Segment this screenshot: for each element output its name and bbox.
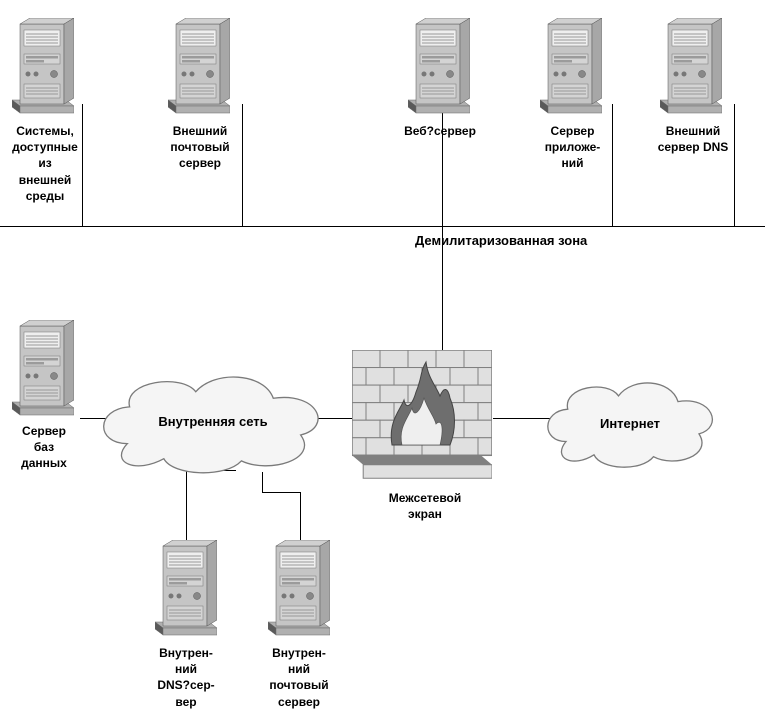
label-s2: Внешнийпочтовыйсервер [155,123,245,172]
label-s1: Системы,доступныеизвнешнейсреды [5,123,85,204]
label-s5: Внешнийсервер DNS [648,123,738,155]
label-s7: Внутрен-нийDNS?сер-вер [145,645,227,710]
label-dmz: Демилитаризованная зона [415,232,675,250]
diagram-canvas: Системы,доступныеизвнешнейсреды Внешнийп… [0,0,765,718]
label-innernet: Внутренняя сеть [143,413,283,431]
server-db [12,320,74,416]
dmz-bus-line [0,226,765,227]
server-internal-mail [268,540,330,636]
server-web [408,18,470,114]
server-external-mail [168,18,230,114]
firewall-icon [352,350,492,490]
server-internal-dns [155,540,217,636]
label-s3: Веб?сервер [395,123,485,139]
s8-horz-line [262,492,300,493]
server-external-dns [660,18,722,114]
label-s4: Серверприложе-ний [530,123,615,172]
label-s6: Сервербазданных [5,423,83,472]
label-firewall: Межсетевойэкран [375,490,475,522]
server-external-systems [12,18,74,114]
s8-drop-line [300,492,301,542]
fw-internet-line [493,418,550,419]
server-app [540,18,602,114]
label-s8: Внутрен-нийпочтовыйсервер [258,645,340,710]
label-internet: Интернет [580,415,680,433]
